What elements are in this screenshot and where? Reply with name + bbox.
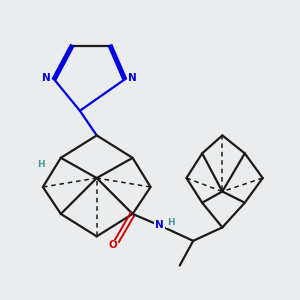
Text: N: N (128, 73, 137, 83)
Text: N: N (155, 220, 164, 230)
Text: O: O (108, 240, 117, 250)
Text: N: N (42, 73, 51, 83)
Text: H: H (37, 160, 44, 169)
Text: H: H (167, 218, 175, 227)
